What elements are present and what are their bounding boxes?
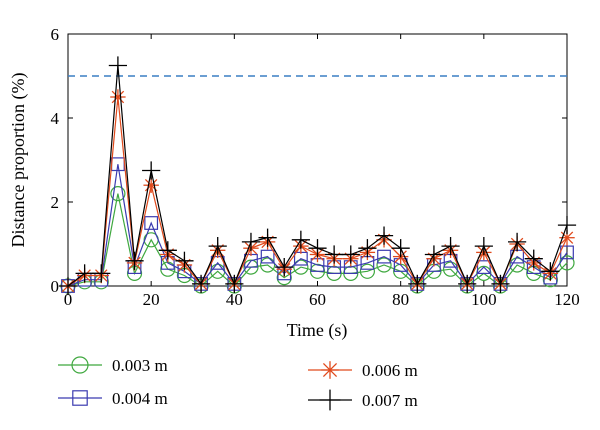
data-point xyxy=(291,230,310,249)
legend-entry: 0.006 m xyxy=(308,361,418,380)
y-tick-label: 6 xyxy=(51,25,60,44)
data-point xyxy=(75,264,94,283)
x-axis-label: Time (s) xyxy=(287,320,348,341)
data-point xyxy=(325,245,344,264)
x-tick-label: 60 xyxy=(309,290,326,309)
data-point xyxy=(241,232,261,251)
data-point xyxy=(110,89,126,105)
data-point xyxy=(424,245,444,264)
data-point xyxy=(308,239,327,258)
data-point xyxy=(408,274,427,293)
data-point xyxy=(309,263,326,279)
x-tick-label: 120 xyxy=(554,290,580,309)
x-tick-label: 80 xyxy=(392,290,409,309)
legend-label: 0.004 m xyxy=(112,389,168,408)
data-point xyxy=(208,237,227,256)
data-point xyxy=(441,237,460,256)
data-point xyxy=(125,251,144,270)
data-point xyxy=(142,161,161,180)
data-point xyxy=(509,257,525,273)
data-point xyxy=(293,259,309,275)
data-point xyxy=(359,263,375,279)
x-tick-label: 100 xyxy=(471,290,497,309)
legend-marker xyxy=(319,389,341,411)
legend-entry: 0.007 m xyxy=(308,389,418,411)
axes: 0 20 40 60 80 100 120 0 2 4 6 xyxy=(51,25,580,309)
data-point xyxy=(158,241,177,260)
legend-label: 0.007 m xyxy=(362,391,418,410)
y-axis-label: Distance proportion (%) xyxy=(8,73,29,248)
data-point xyxy=(260,249,275,264)
data-point xyxy=(144,216,159,230)
legend-entry: 0.003 m xyxy=(58,356,168,375)
data-point xyxy=(458,274,477,293)
x-tick-label: 0 xyxy=(64,290,73,309)
data-point xyxy=(476,260,491,274)
legend-marker xyxy=(72,390,88,406)
legend-marker xyxy=(321,361,339,379)
legend-label: 0.006 m xyxy=(362,361,418,380)
series-layer xyxy=(58,56,577,296)
y-tick-label: 0 xyxy=(51,277,60,296)
data-point xyxy=(541,262,560,281)
data-point xyxy=(358,239,377,258)
y-tick-label: 2 xyxy=(51,193,60,212)
data-point xyxy=(243,259,259,275)
data-point xyxy=(442,261,459,277)
data-point xyxy=(341,245,360,264)
data-point xyxy=(92,264,111,283)
series-4 xyxy=(58,56,577,296)
x-tick-label: 40 xyxy=(226,290,243,309)
data-point xyxy=(524,249,543,268)
series-line xyxy=(67,164,568,287)
data-point xyxy=(376,257,392,273)
data-point xyxy=(275,258,294,277)
data-point xyxy=(143,177,159,193)
data-point xyxy=(391,239,410,258)
data-point xyxy=(474,237,493,256)
legend-entry: 0.004 m xyxy=(58,389,168,408)
data-point xyxy=(508,232,527,251)
data-point xyxy=(175,251,194,270)
legend: 0.003 m 0.004 m 0.006 m 0.007 m xyxy=(58,356,418,411)
legend-label: 0.003 m xyxy=(112,356,168,375)
data-point xyxy=(191,274,211,293)
data-point xyxy=(557,216,577,235)
data-point xyxy=(108,56,127,75)
y-tick-label: 4 xyxy=(51,109,60,128)
x-tick-label: 20 xyxy=(143,290,160,309)
legend-marker xyxy=(71,356,89,374)
data-point xyxy=(374,226,394,245)
data-point xyxy=(110,186,126,202)
data-point xyxy=(260,257,276,273)
data-point xyxy=(377,249,391,264)
data-point xyxy=(491,274,510,293)
data-point xyxy=(258,228,277,247)
